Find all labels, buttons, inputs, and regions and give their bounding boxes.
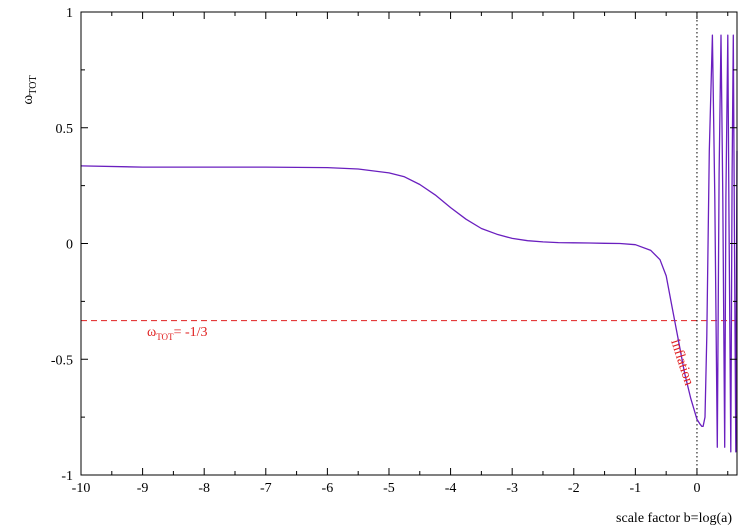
inflation-label: inflation bbox=[667, 338, 696, 388]
plot-frame bbox=[80, 11, 738, 476]
y-tick-label: 1 bbox=[66, 6, 73, 21]
y-tick-label: 0 bbox=[66, 238, 73, 253]
x-tick-label: -7 bbox=[260, 481, 272, 496]
x-tick-label: -6 bbox=[322, 481, 334, 496]
series-layer bbox=[80, 34, 738, 453]
axis-labels: ωTOT scale factor b=log(a) ωTOT= -1/3 in… bbox=[20, 75, 732, 526]
series-line-0 bbox=[80, 34, 738, 453]
threshold-label: ωTOT= -1/3 bbox=[147, 325, 208, 342]
axis-ticks: -10 -9 -8 -7 -6 -5 -4 -3 -2 -1 0-1-0.500.51 bbox=[51, 6, 737, 496]
y-tick-label: -1 bbox=[61, 469, 73, 484]
x-tick-label: -8 bbox=[198, 481, 210, 496]
x-tick-label: -3 bbox=[506, 481, 518, 496]
y-tick-label: -0.5 bbox=[51, 353, 73, 368]
x-tick-label: -5 bbox=[383, 481, 395, 496]
y-tick-label: 0.5 bbox=[56, 122, 74, 137]
x-tick-label: -4 bbox=[445, 481, 457, 496]
x-axis-label: scale factor b=log(a) bbox=[616, 511, 732, 526]
x-tick-label: -2 bbox=[568, 481, 580, 496]
x-tick-label: -9 bbox=[137, 481, 149, 496]
x-tick-label: -10 bbox=[72, 481, 91, 496]
plot-border bbox=[80, 11, 738, 476]
y-axis-label: ωTOT bbox=[20, 75, 39, 104]
x-tick-label: -1 bbox=[630, 481, 642, 496]
x-tick-label: 0 bbox=[693, 481, 700, 496]
